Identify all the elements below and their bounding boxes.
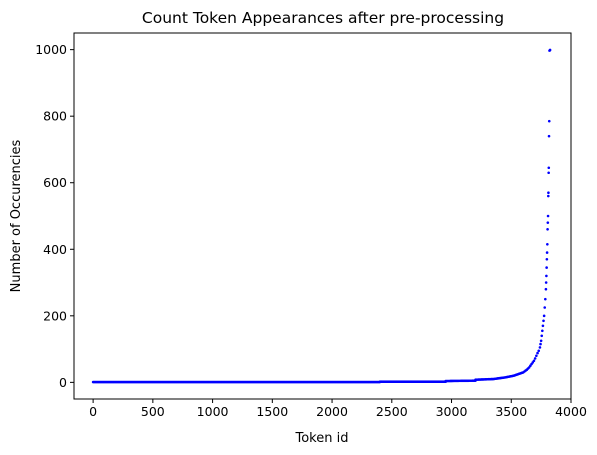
data-point [547,134,551,138]
data-point [537,349,541,353]
data-points [91,48,552,384]
x-tick-label: 4000 [555,404,587,419]
data-point [544,287,548,291]
data-point [547,194,550,198]
data-point [547,166,551,170]
data-point [533,357,537,360]
chart-title: Count Token Appearances after pre-proces… [142,9,504,27]
data-point [545,266,548,269]
y-axis-label: Number of Occurencies [9,139,24,292]
x-tick-label: 500 [141,404,165,419]
data-point [547,191,550,195]
data-point [535,354,538,358]
data-point [544,297,547,301]
x-axis-label: Token id [295,431,349,446]
data-point [539,342,542,346]
y-tick-label: 0 [59,375,67,390]
data-point [540,334,544,338]
y-tick-label: 400 [43,242,67,257]
data-point [542,319,545,323]
data-point [548,48,552,52]
y-axis-ticks: 0 200 400 600 800 1000 [35,42,74,390]
y-tick-label: 600 [43,175,67,190]
y-tick-label: 1000 [35,42,67,57]
x-tick-label: 1500 [256,404,288,419]
y-tick-label: 200 [43,308,67,323]
data-point [546,242,549,246]
data-point [536,351,539,355]
x-tick-label: 2500 [376,404,408,419]
data-point [547,171,550,175]
data-point [542,314,546,318]
data-point [545,274,548,278]
x-axis-ticks: 0 500 1000 1500 2000 2500 3000 3500 4000 [89,399,587,419]
data-point [538,346,542,349]
x-tick-label: 0 [89,404,97,419]
x-tick-label: 3500 [495,404,527,419]
data-point [541,324,545,328]
y-tick-label: 800 [43,109,67,124]
x-tick-label: 1000 [197,404,229,419]
data-point [539,339,543,343]
data-point [545,251,549,254]
x-tick-label: 2000 [316,404,348,419]
data-point [546,228,549,231]
data-point [545,257,549,261]
data-point [544,281,548,284]
data-point [546,214,550,218]
plot-frame [73,32,572,400]
data-point [532,359,536,363]
data-point [546,221,550,224]
x-tick-label: 3000 [436,404,468,419]
data-point [541,329,544,333]
data-point [543,306,547,309]
data-point [547,119,551,123]
